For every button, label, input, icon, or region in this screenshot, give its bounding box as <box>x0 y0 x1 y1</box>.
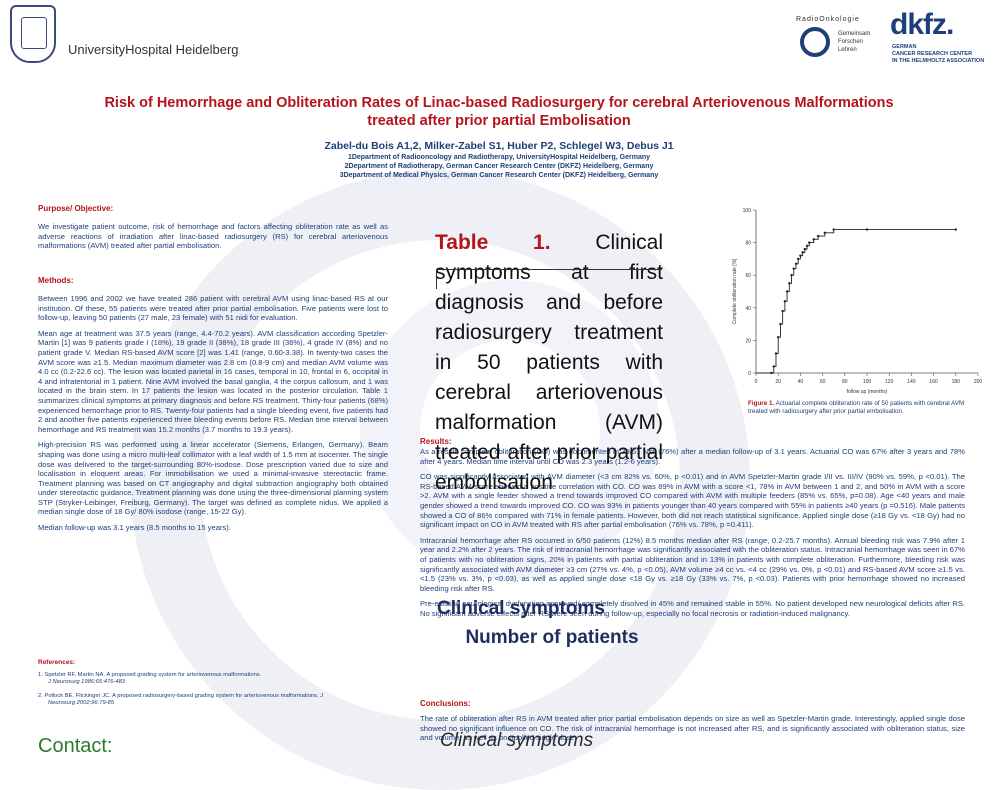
data-point <box>808 241 811 244</box>
data-point <box>954 228 957 231</box>
affiliation-3: 3Department of Medical Physics, German C… <box>339 172 659 179</box>
results-text: As a result, complete obliteration (CO) … <box>420 447 965 625</box>
methods-paragraph: Between 1996 and 2002 we have treated 28… <box>38 294 388 323</box>
x-tick-label: 100 <box>863 379 872 385</box>
data-point <box>788 282 791 285</box>
data-point <box>832 228 835 231</box>
x-tick-label: 180 <box>952 379 961 385</box>
data-point <box>777 335 780 339</box>
methods-paragraph: Median follow-up was 3.1 years (8.5 mont… <box>38 523 231 533</box>
data-point <box>790 274 793 277</box>
radioonkologie-label: RadioOnkologie <box>796 16 860 23</box>
objective-heading: Purpose/ Objective: <box>38 204 114 213</box>
reference-item: 2. Pollock BE, Flickinger JC. A proposed… <box>38 692 324 699</box>
data-point <box>812 238 815 241</box>
data-point <box>823 231 827 235</box>
x-tick-label: 60 <box>820 379 826 385</box>
data-point <box>796 257 800 261</box>
data-point <box>781 309 784 313</box>
x-axis-label: follow up (months) <box>847 389 888 395</box>
methods-paragraph: High-precision RS was performed using a … <box>38 440 388 517</box>
references-list: 1. Spetzler RF, Martin NA. A proposed gr… <box>38 672 388 708</box>
table-row-symptoms: Clinical symptoms <box>440 730 594 751</box>
x-tick-label: 120 <box>885 379 894 385</box>
authors: Zabel-du Bois A1,2, Milker-Zabel S1, Hub… <box>324 140 674 152</box>
table-1-caption: Table 1. Clinical symptoms at first diag… <box>435 231 663 494</box>
data-point <box>770 371 773 375</box>
affiliation-1: 1Department of Radiooncology and Radioth… <box>347 154 651 161</box>
affiliation-2: 2Department of Radiotherapy, German Canc… <box>344 163 654 170</box>
x-tick-label: 40 <box>798 379 804 385</box>
obliteration-chart: 0 20 40 60 80 100 0 20 40 60 80 100 120 140 160 180 200 f… <box>732 208 983 395</box>
university-seal-logo <box>10 5 56 63</box>
y-tick-label: 20 <box>745 338 751 344</box>
conclusions-text: The rate of obliteration after RS in AVM… <box>420 714 965 743</box>
x-tick-label: 200 <box>974 379 983 385</box>
table-header-symptoms: Clinical symptoms <box>437 598 605 619</box>
y-tick-label: 100 <box>743 208 752 214</box>
table-header-patients: Number of patients <box>465 627 639 648</box>
methods-text: Between 1996 and 2002 we have treated 28… <box>38 294 388 539</box>
dkfz-tagline: GERMAN CANCER RESEARCH CENTER IN THE HEL… <box>892 44 985 64</box>
partner-logo-icon <box>800 27 830 57</box>
x-tick-label: 160 <box>929 379 938 385</box>
data-point <box>783 300 787 303</box>
y-axis-label: Complete obliteration rate [%] <box>732 258 738 324</box>
reference-item: 1. Spetzler RF, Martin NA. A proposed gr… <box>38 672 262 678</box>
results-paragraph: As a result, complete obliteration (CO) … <box>420 447 965 466</box>
contact-label: Contact: <box>38 735 113 757</box>
data-point <box>792 267 795 270</box>
data-point <box>865 228 869 231</box>
results-paragraph: CO was significantly associated with AVM… <box>420 472 965 530</box>
data-point <box>779 322 782 326</box>
conclusions-heading: Conclusions: <box>420 699 471 708</box>
university-name: UniversityHospital Heidelberg <box>68 42 239 57</box>
data-point <box>794 262 798 265</box>
data-point <box>772 365 775 368</box>
data-point <box>816 234 820 238</box>
figure-caption: Figure 1. Actuarial complete obliteratio… <box>748 400 965 415</box>
data-point <box>785 290 789 293</box>
objective-text: We investigate patient outcome, risk of … <box>38 222 388 251</box>
y-tick-label: 0 <box>748 371 751 377</box>
dkfz-logo: dkfz. <box>890 8 954 41</box>
partner-logo-text: Gemeinsam Forschen Lehren <box>838 31 871 53</box>
results-heading: Results: <box>420 437 452 446</box>
table-rule <box>436 269 437 289</box>
y-tick-label: 60 <box>745 273 751 279</box>
poster-title: Risk of Hemorrhage and Obliteration Rate… <box>104 95 894 129</box>
results-paragraph: Intracranial hemorrhage after RS occurre… <box>420 535 965 593</box>
results-paragraph: Pre-existing neurological dysfunction im… <box>420 599 965 618</box>
data-point <box>801 251 804 254</box>
data-point <box>774 352 778 355</box>
references-heading: References: <box>38 659 76 666</box>
methods-paragraph: Mean age at treatment was 37.5 years (ra… <box>38 328 388 434</box>
data-point <box>805 244 809 248</box>
table-rule <box>436 269 662 270</box>
y-tick-label: 80 <box>745 241 751 247</box>
x-tick-label: 0 <box>755 379 758 385</box>
methods-heading: Methods: <box>38 276 74 285</box>
data-point <box>799 254 802 257</box>
data-point <box>803 247 807 251</box>
x-tick-label: 140 <box>907 379 916 385</box>
y-tick-label: 40 <box>745 306 751 312</box>
x-tick-label: 80 <box>842 379 848 385</box>
x-tick-label: 20 <box>775 379 781 385</box>
